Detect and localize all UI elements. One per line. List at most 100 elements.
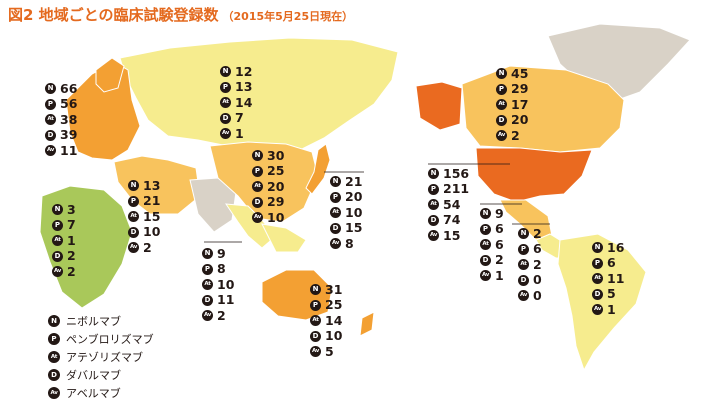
badge-icon-nivolumab: N: [52, 204, 63, 216]
stat-value: 211: [443, 181, 470, 197]
stat-block-europe: N 66 P 56 At 38 D 39 Av 11: [45, 81, 77, 159]
badge-icon-pembrolizumab: P: [128, 195, 139, 207]
stat-value: 39: [60, 127, 78, 143]
badge-icon-durvalumab: D: [428, 214, 439, 226]
badge-icon-avelumab: Av: [252, 212, 263, 224]
stat-value: 10: [267, 209, 285, 225]
stat-value: 1: [235, 125, 244, 141]
title-date: （2015年5月25日現在）: [222, 10, 354, 23]
badge-icon-durvalumab: D: [220, 112, 231, 124]
stat-value: 45: [511, 65, 529, 81]
stat-value: 13: [235, 79, 253, 95]
stat-value: 21: [345, 173, 363, 189]
map-region-southeast-asia: [261, 223, 307, 253]
badge-icon-pembrolizumab: P: [220, 81, 231, 93]
leader-lines: [204, 163, 550, 243]
badge-icon-nivolumab: N: [252, 150, 263, 162]
badge-icon-nivolumab: N: [428, 168, 439, 180]
badge-icon-atezolizumab: At: [330, 207, 341, 219]
badge-icon-avelumab: Av: [128, 242, 139, 254]
title-text: 図2 地域ごとの臨床試験登録数: [8, 6, 219, 24]
badge-icon-avelumab: Av: [518, 290, 529, 302]
stat-value: 9: [217, 245, 226, 261]
badge-icon-durvalumab: D: [310, 330, 321, 342]
stat-value: 3: [67, 201, 76, 217]
legend-label: ペンブロリズマブ: [66, 333, 154, 346]
figure-title: 図2 地域ごとの臨床試験登録数 （2015年5月25日現在）: [8, 4, 353, 25]
stat-value: 1: [607, 301, 616, 317]
badge-icon-nivolumab: N: [45, 83, 56, 95]
map-region-new-zealand: [359, 311, 375, 337]
stat-value: 2: [511, 127, 520, 143]
stat-value: 56: [60, 96, 78, 112]
stat-block-canada: N 45 P 29 At 17 D 20 Av 2: [496, 66, 528, 144]
badge-icon-durvalumab: D: [518, 274, 529, 286]
badge-icon-pembrolizumab: P: [310, 299, 321, 311]
badge-icon-nivolumab: N: [48, 315, 60, 327]
stat-value: 2: [217, 307, 226, 323]
legend-item: At アテゾリズマブ: [48, 348, 154, 366]
stat-value: 2: [143, 239, 152, 255]
stat-value: 25: [325, 297, 343, 313]
badge-icon-nivolumab: N: [496, 68, 507, 80]
stat-value: 2: [533, 256, 542, 272]
stat-value: 13: [143, 177, 161, 193]
badge-icon-nivolumab: N: [518, 228, 529, 240]
stat-value: 10: [143, 224, 161, 240]
stat-value: 156: [443, 165, 470, 181]
stat-value: 6: [495, 236, 504, 252]
badge-icon-nivolumab: N: [330, 176, 341, 188]
legend-label: ダバルマブ: [66, 369, 121, 382]
badge-icon-avelumab: Av: [45, 145, 56, 157]
badge-icon-nivolumab: N: [592, 242, 603, 254]
stat-value: 38: [60, 111, 78, 127]
map-region-scandinavia: [95, 57, 125, 93]
stat-value: 21: [143, 193, 161, 209]
stat-block-usa: N 156 P 211 At 54 D 74 Av 15: [428, 166, 469, 244]
badge-icon-atezolizumab: At: [496, 99, 507, 111]
stat-value: 10: [217, 276, 235, 292]
badge-icon-durvalumab: D: [330, 222, 341, 234]
stat-value: 10: [325, 328, 343, 344]
badge-icon-pembrolizumab: P: [252, 165, 263, 177]
badge-icon-avelumab: Av: [310, 346, 321, 358]
badge-icon-atezolizumab: At: [48, 351, 60, 363]
stat-value: 2: [495, 252, 504, 268]
stat-value: 5: [607, 286, 616, 302]
stat-block-japan: N 21 P 20 At 10 D 15 Av 8: [330, 174, 362, 252]
badge-icon-pembrolizumab: P: [518, 243, 529, 255]
badge-icon-avelumab: Av: [220, 128, 231, 140]
stat-value: 2: [67, 248, 76, 264]
stat-block-middle-east: N 13 P 21 At 15 D 10 Av 2: [128, 178, 160, 256]
badge-icon-atezolizumab: At: [52, 235, 63, 247]
badge-icon-avelumab: Av: [330, 238, 341, 250]
stat-value: 20: [511, 112, 529, 128]
badge-icon-atezolizumab: At: [310, 315, 321, 327]
badge-icon-durvalumab: D: [592, 288, 603, 300]
badge-icon-nivolumab: N: [480, 208, 491, 220]
legend-item: D ダバルマブ: [48, 366, 154, 384]
badge-icon-atezolizumab: At: [480, 239, 491, 251]
stat-value: 20: [267, 178, 285, 194]
legend-item: Av アベルマブ: [48, 384, 154, 402]
stat-value: 8: [345, 235, 354, 251]
map-region-south-america: [557, 233, 647, 372]
stat-value: 6: [607, 255, 616, 271]
stat-value: 6: [533, 241, 542, 257]
stat-value: 16: [607, 239, 625, 255]
stat-value: 14: [325, 312, 343, 328]
stat-value: 66: [60, 80, 78, 96]
stat-value: 15: [345, 220, 363, 236]
badge-icon-pembrolizumab: P: [480, 223, 491, 235]
badge-icon-avelumab: Av: [202, 310, 213, 322]
map-region-africa: [39, 185, 133, 309]
stat-value: 0: [533, 287, 542, 303]
badge-icon-durvalumab: D: [128, 226, 139, 238]
stat-value: 1: [67, 232, 76, 248]
stat-value: 29: [267, 194, 285, 210]
stat-value: 5: [325, 343, 334, 359]
stat-value: 15: [143, 208, 161, 224]
